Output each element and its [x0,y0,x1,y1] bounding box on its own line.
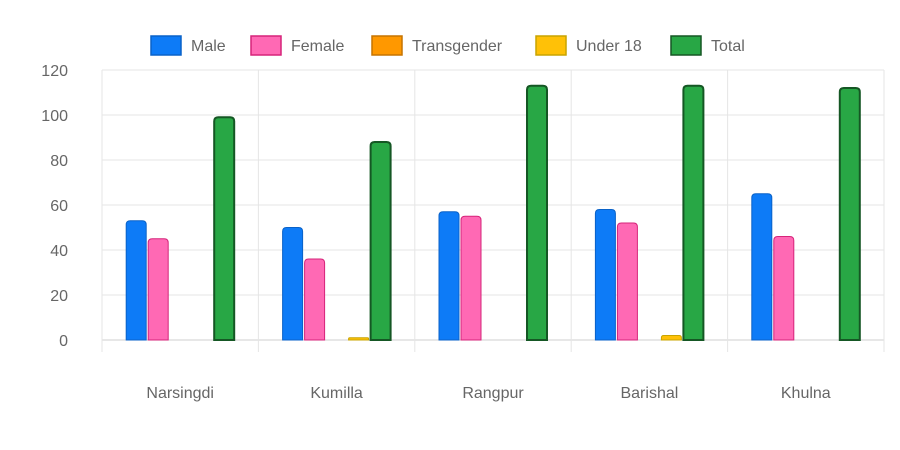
bar-total-kumilla[interactable] [369,141,392,341]
legend-swatch-total[interactable] [670,35,702,56]
legend-label[interactable]: Transgender [412,38,503,55]
y-tick-label: 40 [50,243,68,260]
bar-female-kumilla[interactable] [304,258,326,341]
x-axis-ticks: Narsingdi Kumilla Rangpur Barishal Khulna [146,385,830,402]
bar-male-barishal[interactable] [594,209,616,341]
bar-total-khulna[interactable] [838,87,861,341]
y-tick-label: 0 [59,333,68,350]
legend-label[interactable]: Total [711,38,745,55]
y-tick-label: 80 [50,153,68,170]
legend-swatch-female[interactable] [250,35,282,56]
legend-label[interactable]: Female [291,38,344,55]
bar-female-rangpur[interactable] [460,215,482,341]
legend-swatch-transgender[interactable] [371,35,403,56]
bar-under-18-barishal[interactable] [660,335,682,341]
y-tick-label: 120 [41,63,68,80]
legend-label[interactable]: Under 18 [576,38,642,55]
y-axis-ticks: 0 20 40 60 80 100 120 [41,63,68,350]
y-tick-label: 60 [50,198,68,215]
legend-swatch-under-18[interactable] [535,35,567,56]
bar-total-rangpur[interactable] [526,84,548,341]
bar-female-narsingdi[interactable] [147,238,169,341]
bar-male-rangpur[interactable] [438,211,460,341]
legend-label[interactable]: Male [191,38,226,55]
legend: Male Female Transgender Under 18 Total [150,35,745,56]
bar-female-barishal[interactable] [616,222,638,341]
legend-swatch-male[interactable] [150,35,182,56]
bar-total-narsingdi[interactable] [213,116,236,341]
bar-male-kumilla[interactable] [282,227,304,341]
bar-male-narsingdi[interactable] [125,220,147,341]
bar-female-khulna[interactable] [773,236,795,341]
x-tick-label: Khulna [781,385,831,402]
x-tick-label: Kumilla [310,385,363,402]
bars [125,84,861,341]
bar-under-18-kumilla[interactable] [348,337,370,341]
bar-total-barishal[interactable] [682,84,705,341]
x-tick-label: Barishal [620,385,678,402]
y-tick-label: 100 [41,108,68,125]
x-tick-label: Rangpur [462,385,524,402]
bar-male-khulna[interactable] [751,193,773,341]
x-tick-label: Narsingdi [146,385,214,402]
y-tick-label: 20 [50,288,68,305]
